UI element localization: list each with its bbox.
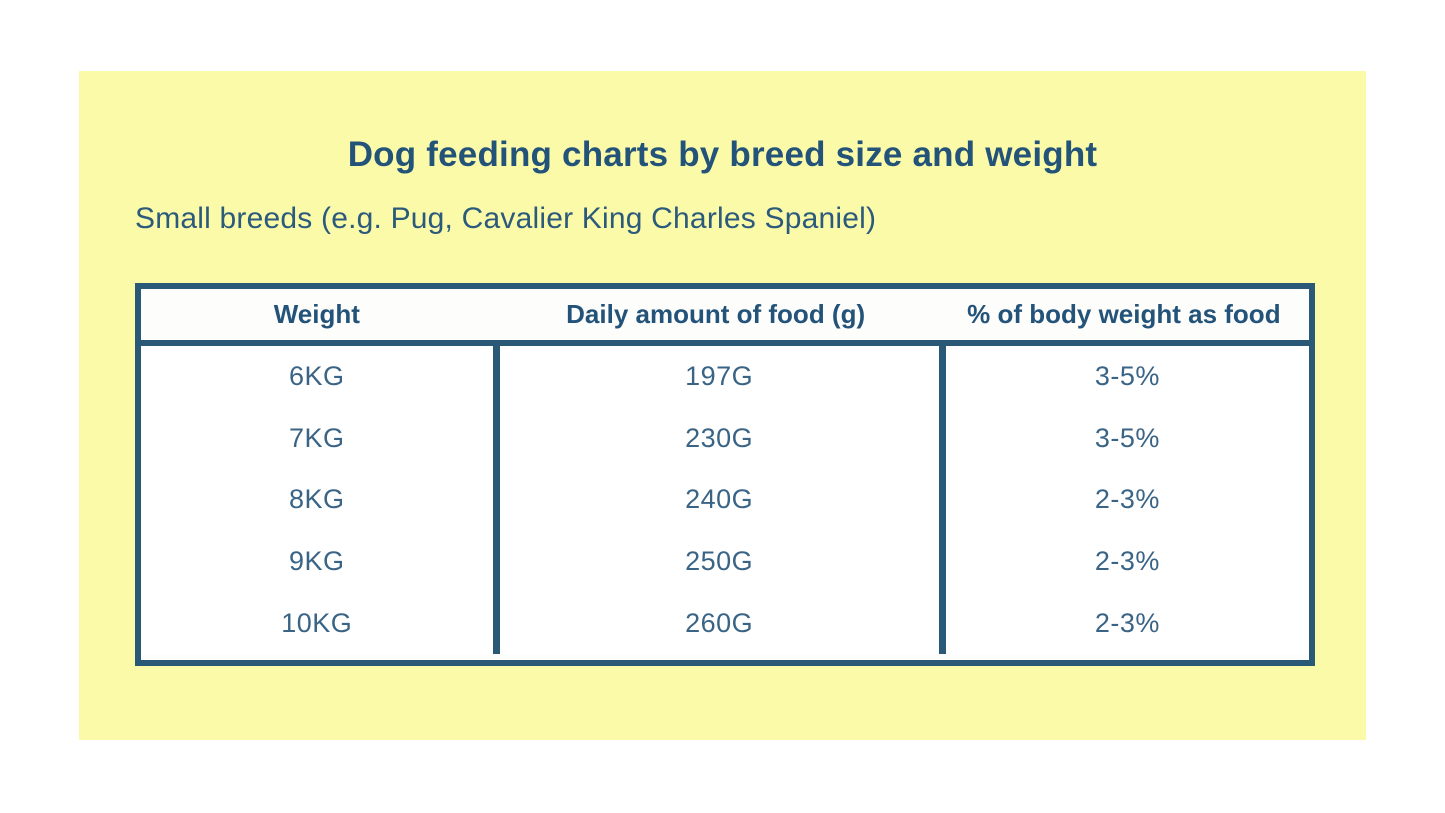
table-cell: 6KG [289,361,345,392]
table-cell: 2-3% [1094,484,1160,515]
column-header-daily-food: Daily amount of food (g) [566,299,866,329]
table-cell: 9KG [289,546,345,577]
column-header-body-weight-pct: % of body weight as food [967,299,1281,329]
table-cell: 240G [685,484,754,515]
table-cell: 197G [685,361,754,392]
table-cell: 10KG [281,607,353,638]
daily-food-column: 197G 230G 240G 250G 260G [492,346,939,654]
table-cell: 230G [685,422,754,453]
table-cell: 2-3% [1094,546,1160,577]
body-weight-pct-column: 3-5% 3-5% 2-3% 2-3% 2-3% [938,346,1309,654]
table-cell: 3-5% [1094,361,1160,392]
column-header-weight: Weight [273,299,360,329]
table-body: 6KG 7KG 8KG 9KG 10KG 197G 230G 240G 250G… [141,346,1309,654]
page-title: Dog feeding charts by breed size and wei… [347,135,1098,174]
table-cell: 8KG [289,484,345,515]
table-cell: 250G [685,546,754,577]
table-cell: 2-3% [1094,607,1160,638]
table-header-row: Weight Daily amount of food (g) % of bod… [141,289,1309,346]
table-cell: 7KG [289,422,345,453]
table-cell: 260G [685,607,754,638]
table-cell: 3-5% [1094,422,1160,453]
section-subtitle: Small breeds (e.g. Pug, Cavalier King Ch… [135,202,877,235]
feeding-table: Weight Daily amount of food (g) % of bod… [135,283,1315,666]
yellow-panel: Dog feeding charts by breed size and wei… [79,71,1366,740]
weight-column: 6KG 7KG 8KG 9KG 10KG [141,346,493,654]
